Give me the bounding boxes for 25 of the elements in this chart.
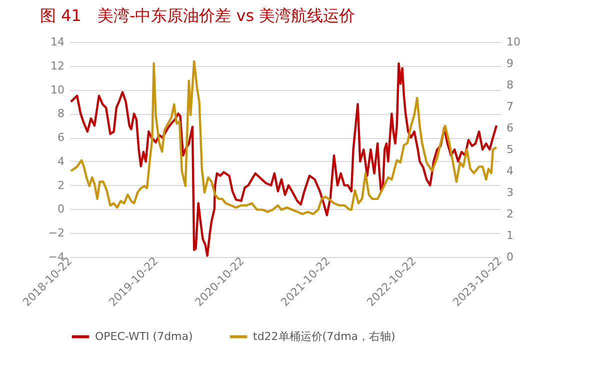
y2-tick-label: 4 (506, 164, 514, 178)
y-tick-label: −2 (48, 226, 64, 240)
y-tick-label: 10 (50, 83, 64, 96)
y-tick-label: 4 (58, 154, 64, 168)
legend-label: OPEC-WTI (7dma) (95, 330, 193, 343)
y2-tick-label: 3 (506, 186, 514, 199)
y2-tick-label: 2 (506, 208, 514, 220)
line-series (70, 62, 498, 257)
legend-label: td22单桶运价(7dma，右轴) (253, 330, 396, 343)
chart-title: 图 41 美湾-中东原油价差 vs 美湾航线运价 (40, 6, 356, 25)
y2-tick-label: 5 (506, 143, 514, 156)
y2-tick-label: 10 (506, 36, 520, 48)
y-tick-label: 2 (58, 178, 64, 192)
y-tick-label: 8 (58, 107, 64, 120)
y-tick-label: 6 (58, 131, 64, 144)
y2-tick-label: 1 (506, 229, 514, 242)
y2-tick-label: 7 (506, 100, 514, 113)
line-series (70, 60, 498, 216)
y2-tick-label: 0 (506, 250, 514, 264)
y2-tick-label: 9 (506, 57, 514, 70)
y2-tick-label: 6 (506, 122, 514, 134)
y-tick-label: 12 (50, 59, 64, 72)
y-tick-label: 0 (58, 202, 64, 216)
y-tick-label: 14 (50, 36, 64, 48)
y2-tick-label: 8 (506, 78, 514, 92)
